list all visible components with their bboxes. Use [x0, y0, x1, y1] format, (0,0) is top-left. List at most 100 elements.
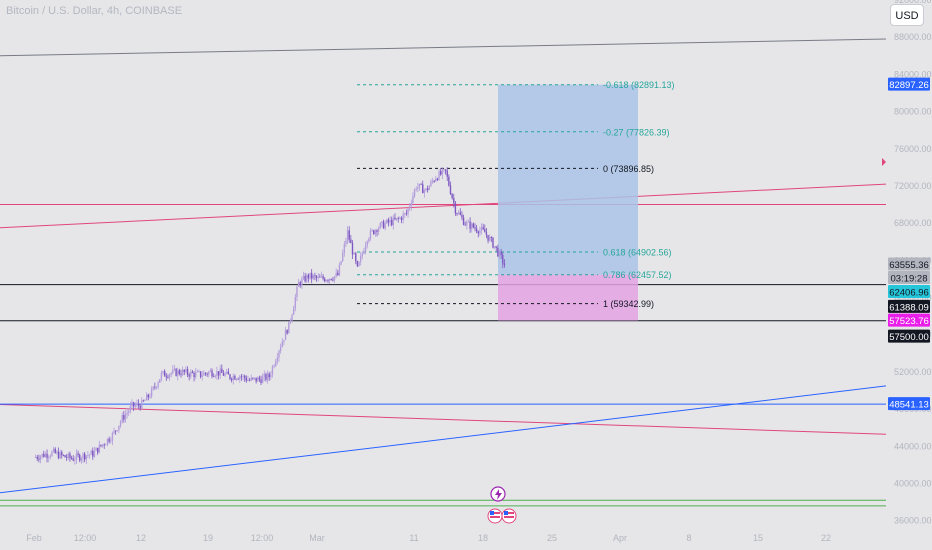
candle-body [253, 377, 256, 379]
candle-body [144, 400, 146, 402]
candle-body [97, 447, 99, 453]
candle-body [464, 224, 466, 226]
candle-body [462, 217, 465, 225]
candle-body [258, 377, 261, 380]
candle-body [222, 372, 225, 376]
flag-stripe [504, 516, 514, 518]
candle-body [114, 430, 117, 432]
candle-body [87, 455, 89, 456]
candle-body [132, 402, 135, 407]
candle-body [34, 457, 37, 458]
candle-body [128, 411, 130, 413]
candle-body [472, 223, 475, 228]
candle-body [278, 350, 280, 358]
candle-body [356, 261, 359, 267]
candle-body [328, 278, 331, 281]
candle-body [440, 171, 442, 175]
candle-body [317, 276, 319, 278]
candle-body [407, 208, 409, 214]
candle-body [185, 368, 187, 372]
candle-body [62, 455, 65, 456]
candle-body [173, 368, 176, 370]
candle-body [304, 275, 306, 282]
candle-body [232, 375, 234, 381]
time-axis: Feb 12:00 12 19 12:00 Mar 11 18 25 Apr 8 15 22 [26, 533, 831, 543]
trend-line-1 [0, 38, 887, 57]
candle-body [90, 450, 92, 455]
candle-body [180, 373, 182, 375]
candle-body [165, 376, 167, 378]
candle-body [257, 377, 259, 382]
candle-body [369, 230, 372, 239]
candle-body [433, 180, 435, 182]
candle-body [199, 371, 202, 377]
candle-body [389, 220, 391, 223]
candle-body [348, 230, 350, 240]
candle-body [46, 453, 48, 458]
candle-body [289, 320, 292, 322]
fib-label--0.27: -0.27 (77826.39) [603, 127, 670, 137]
candle-body [457, 212, 460, 214]
candle-body [191, 371, 194, 374]
candle-body [98, 444, 101, 453]
candle-body [301, 278, 303, 286]
candle-body [108, 438, 110, 442]
candle-body [44, 453, 47, 457]
candle-body [492, 237, 494, 248]
candle-body [229, 374, 231, 379]
candle-body [404, 213, 406, 215]
candle-body [456, 213, 458, 215]
event-markers [487, 486, 517, 524]
candle-body [92, 450, 94, 457]
fib-label-0.618: 0.618 (64902.56) [603, 247, 672, 257]
candle-body [324, 278, 326, 282]
candle-body [294, 297, 297, 308]
candle-body [379, 223, 381, 229]
price-label-bg [888, 271, 930, 285]
x-tick-label: 12 [136, 533, 146, 543]
flag-canton [490, 511, 494, 515]
candle-body [270, 374, 272, 378]
y-tick-label: 44000.00 [894, 441, 932, 451]
currency-button[interactable]: USD [890, 4, 924, 26]
candle-body [428, 186, 430, 191]
candle-body [453, 198, 455, 203]
x-tick-label: 15 [753, 533, 763, 543]
candle-body [110, 440, 112, 442]
candle-body [315, 276, 318, 278]
flag-stripe [490, 512, 500, 514]
trend-line-4 [0, 385, 887, 494]
candle-body [157, 382, 159, 388]
x-tick-label: 25 [547, 533, 557, 543]
fib-label-1: 1 (59342.99) [603, 299, 654, 309]
price-label: 63555.36 [889, 260, 929, 271]
candle-body [79, 454, 81, 461]
candle-body [39, 456, 42, 460]
candle-body [149, 396, 151, 398]
candle-body [82, 453, 84, 459]
candle-body [154, 386, 156, 388]
candle-body [420, 183, 422, 185]
candle-body [441, 169, 444, 175]
candle-body [273, 366, 275, 367]
candle-body [449, 185, 452, 194]
candle-body [242, 375, 244, 377]
candle-body [307, 274, 310, 279]
profit-zone [498, 84, 638, 275]
candle-body [299, 282, 301, 286]
candle-body [250, 377, 252, 381]
y-tick-label: 40000.00 [894, 479, 932, 489]
candle-body [374, 230, 377, 235]
candle-body [263, 374, 265, 377]
candle-body [363, 251, 365, 254]
price-label-bg [888, 329, 930, 343]
candle-body [302, 275, 305, 279]
candle-body [212, 376, 215, 378]
candle-body [83, 453, 86, 460]
price-label-bg [888, 313, 930, 327]
candle-body [484, 229, 486, 233]
candle-body [198, 371, 200, 373]
candle-body [178, 370, 181, 374]
